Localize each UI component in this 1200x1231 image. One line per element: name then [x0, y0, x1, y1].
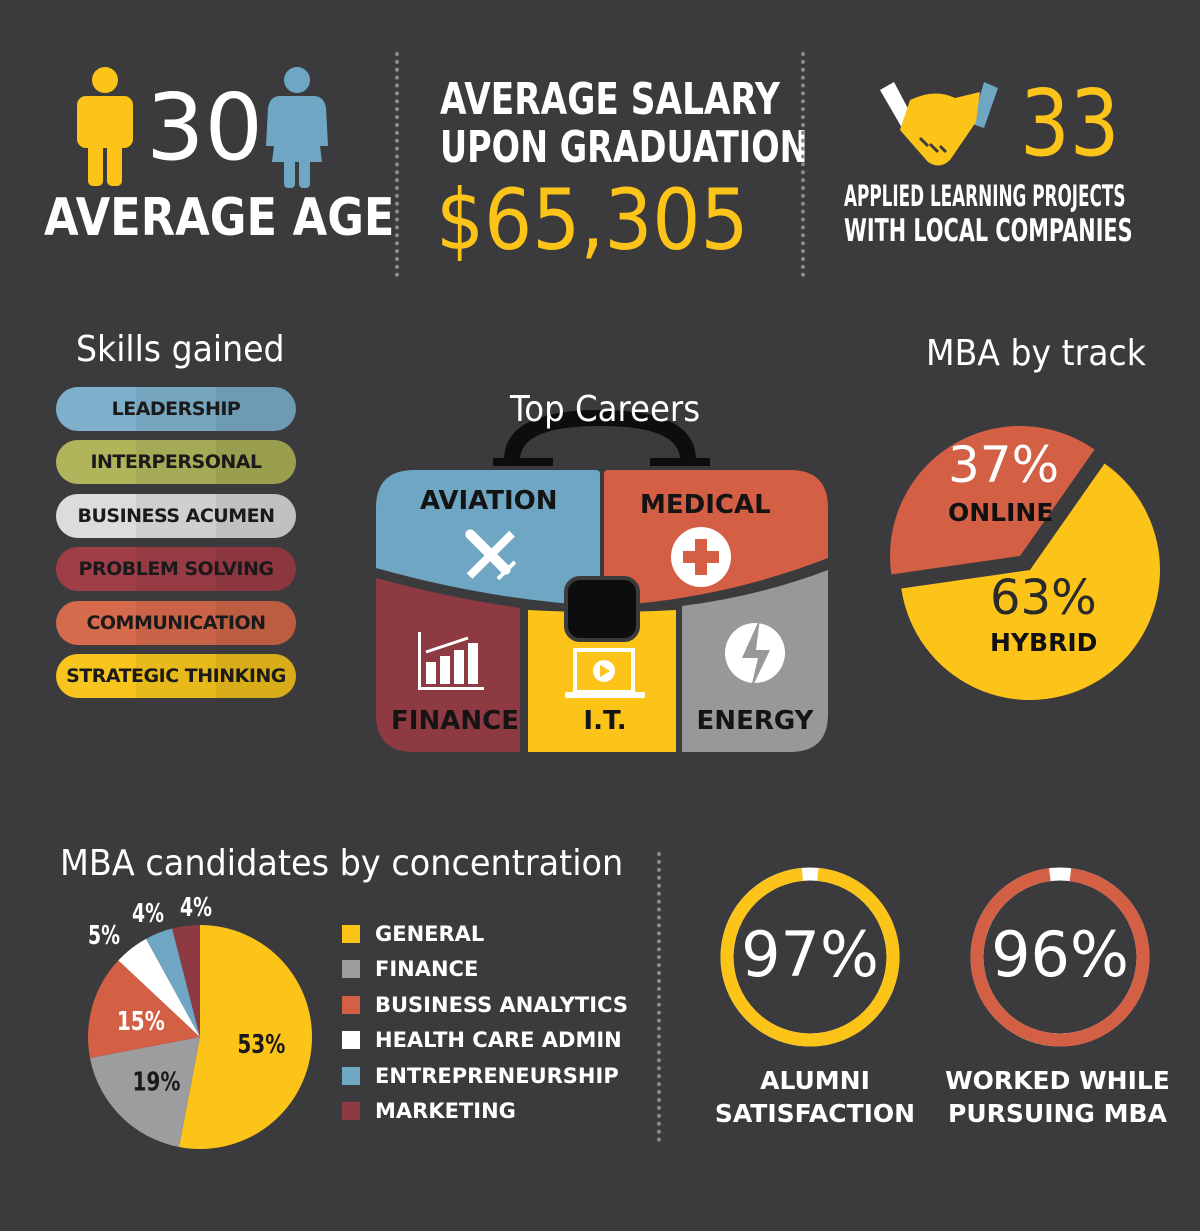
career-label-it: I.T. — [583, 706, 627, 736]
career-label-medical: MEDICAL — [640, 490, 771, 520]
legend-label: BUSINESS ANALYTICS — [375, 992, 628, 1017]
legend-item: HEALTH CARE ADMIN — [342, 1028, 622, 1052]
legend-label: MARKETING — [375, 1099, 516, 1123]
divider — [657, 852, 661, 1142]
pie-slice-entrepreneurship — [146, 928, 200, 1037]
alumni-satisfaction-label: ALUMNI SATISFACTION — [705, 1064, 925, 1130]
legend-swatch — [342, 995, 360, 1014]
legend-label: HEALTH CARE ADMIN — [375, 1028, 622, 1053]
track-online-label: ONLINE — [948, 498, 1054, 527]
skill-pill: PROBLEM SOLVING — [56, 547, 296, 592]
pie-slice-business-analytics — [88, 960, 200, 1058]
skills-title: Skills gained — [76, 329, 285, 370]
career-label-aviation: AVIATION — [420, 486, 558, 516]
track-chart-title: MBA by track — [926, 333, 1146, 374]
concentration-chart-title: MBA candidates by concentration — [60, 843, 624, 884]
pie-data-label: 5% — [88, 921, 120, 951]
pie-slice-general — [179, 925, 312, 1149]
pie-data-label: 4% — [132, 899, 164, 929]
ring-label-line: PURSUING MBA — [948, 1099, 1167, 1128]
skill-label: INTERPERSONAL — [90, 451, 262, 474]
pie-slice-health-care-admin — [118, 938, 200, 1037]
legend-item: BUSINESS ANALYTICS — [342, 993, 628, 1017]
medical-cross-icon — [671, 527, 731, 587]
skill-label: BUSINESS ACUMEN — [77, 504, 275, 527]
pie-data-label: 4% — [180, 893, 212, 923]
skill-label: COMMUNICATION — [86, 611, 266, 634]
bar-chart-icon — [418, 632, 484, 690]
ring-label-line: WORKED WHILE — [945, 1066, 1170, 1095]
legend-item: GENERAL — [342, 922, 484, 946]
career-tile-aviation — [376, 470, 600, 606]
salary-heading-line1: AVERAGE SALARY — [440, 74, 780, 125]
lightning-icon — [725, 618, 785, 692]
skill-label: LEADERSHIP — [111, 398, 241, 420]
pie-data-label: 53% — [237, 1030, 285, 1060]
projects-line2: WITH LOCAL COMPANIES — [844, 213, 1133, 249]
careers-title: Top Careers — [510, 389, 701, 430]
age-label: AVERAGE AGE — [44, 188, 395, 248]
skill-pill: LEADERSHIP — [56, 387, 296, 431]
pie-slice-marketing — [172, 925, 200, 1037]
legend-swatch — [342, 960, 360, 979]
legend-swatch — [342, 925, 360, 943]
worked-while-label: WORKED WHILE PURSUING MBA — [945, 1064, 1170, 1130]
airplane-icon — [465, 529, 517, 581]
career-label-energy: ENERGY — [696, 706, 814, 736]
skill-pill: BUSINESS ACUMEN — [56, 493, 296, 538]
legend-item: MARKETING — [342, 1099, 516, 1123]
worked-while-value: 96% — [991, 918, 1129, 991]
salary-value: $65,305 — [436, 171, 749, 269]
track-hybrid-value: 63% — [990, 570, 1097, 626]
legend-label: FINANCE — [375, 957, 479, 982]
career-label-finance: FINANCE — [391, 706, 519, 736]
legend-swatch — [342, 1031, 360, 1050]
alumni-satisfaction-value: 97% — [741, 918, 879, 991]
handshake-icon — [880, 82, 998, 166]
legend-label: ENTREPRENEURSHIP — [375, 1063, 619, 1088]
divider — [801, 52, 805, 277]
skill-label: STRATEGIC THINKING — [66, 665, 286, 687]
pie-data-label: 19% — [132, 1068, 180, 1098]
track-pie-chart — [890, 426, 1160, 700]
skill-label: PROBLEM SOLVING — [78, 558, 274, 581]
skill-pill: INTERPERSONAL — [56, 440, 296, 485]
skill-pill: COMMUNICATION — [56, 600, 296, 645]
age-value: 30 — [146, 74, 264, 181]
female-figure-icon — [266, 67, 328, 188]
legend-swatch — [342, 1066, 360, 1085]
pie-data-label: 15% — [117, 1007, 165, 1037]
ring-label-line: SATISFACTION — [714, 1099, 916, 1128]
legend-item: ENTREPRENEURSHIP — [342, 1064, 619, 1088]
briefcase-graphic — [376, 409, 828, 752]
ring-progress — [970, 867, 1150, 1047]
divider — [395, 52, 399, 277]
skill-pill: STRATEGIC THINKING — [56, 654, 296, 698]
male-figure-icon — [77, 67, 133, 186]
stat-rings — [720, 867, 1150, 1047]
salary-heading-line2: UPON GRADUATION — [440, 122, 808, 173]
projects-value: 33 — [1020, 70, 1120, 177]
pie-slice-hybrid — [901, 463, 1160, 700]
projects-line1: APPLIED LEARNING PROJECTS — [844, 179, 1126, 213]
track-hybrid-label: HYBRID — [990, 628, 1098, 657]
track-online-value: 37% — [948, 436, 1060, 494]
pie-slice-finance — [89, 1037, 200, 1148]
legend-item: FINANCE — [342, 957, 478, 981]
concentration-pie-chart: 53% 19% 15% 5% 4% 4% — [88, 893, 312, 1149]
legend-swatch — [342, 1102, 360, 1120]
ring-label-line: ALUMNI — [760, 1066, 870, 1095]
pie-slice-online — [890, 426, 1095, 575]
legend-label: GENERAL — [375, 922, 485, 946]
laptop-play-icon — [565, 648, 645, 698]
